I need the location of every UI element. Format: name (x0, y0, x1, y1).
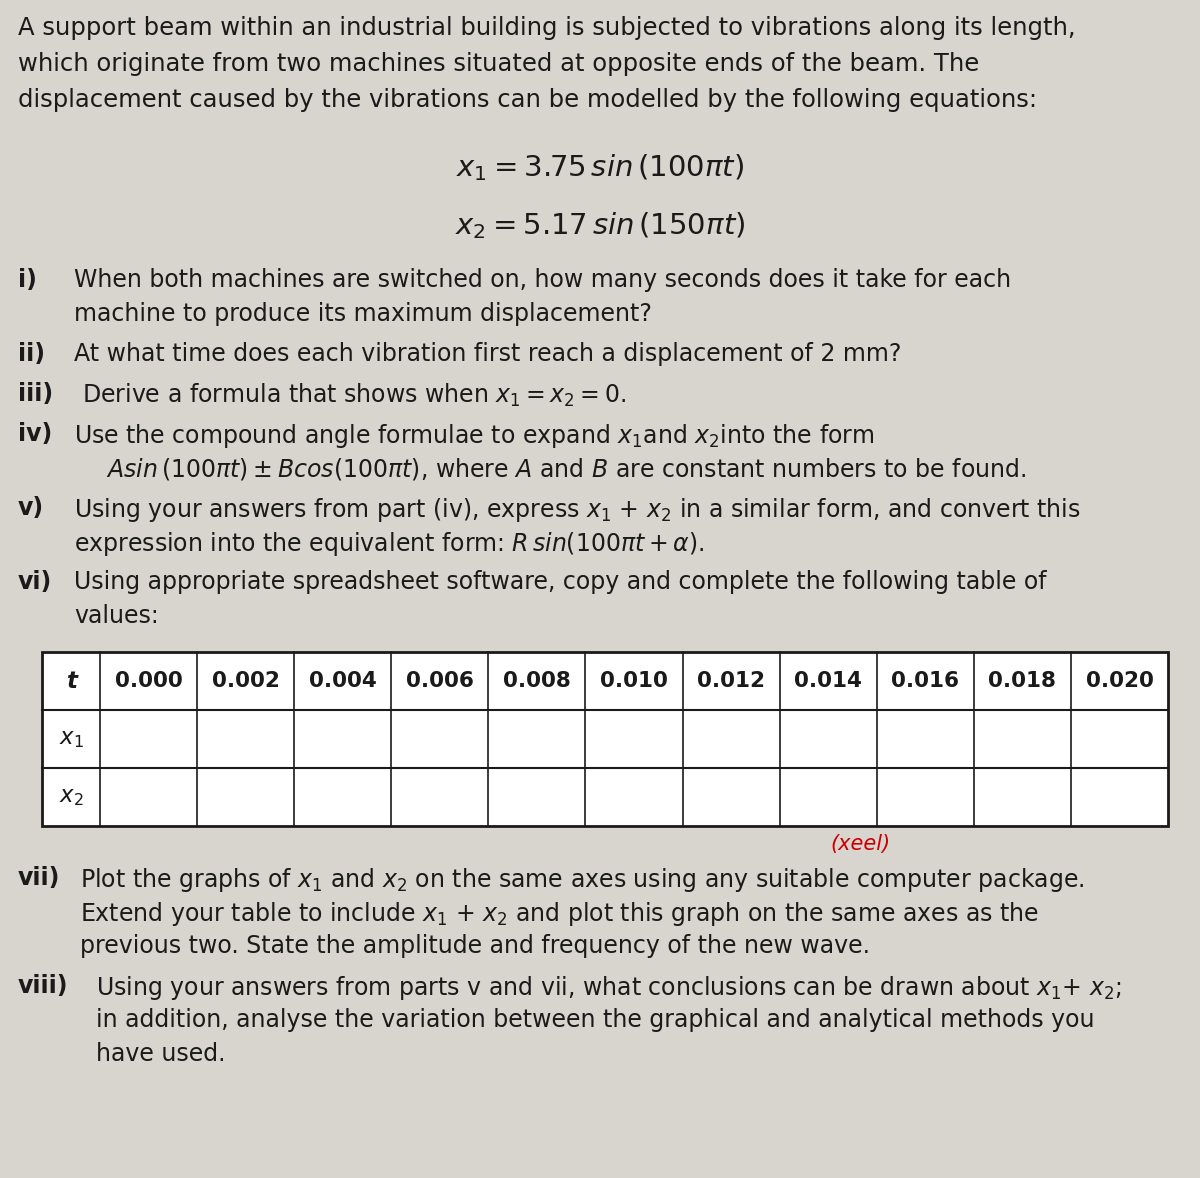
Text: (xeel): (xeel) (830, 834, 890, 854)
Text: $x_2 = 5.17\,sin\,(150\pi t)$: $x_2 = 5.17\,sin\,(150\pi t)$ (455, 210, 745, 240)
Text: A support beam within an industrial building is subjected to vibrations along it: A support beam within an industrial buil… (18, 16, 1075, 40)
Text: Using your answers from part (iv), express $x_1$ + $x_2$ in a similar form, and : Using your answers from part (iv), expre… (74, 496, 1081, 524)
Text: t: t (66, 669, 77, 693)
Text: 0.008: 0.008 (503, 671, 571, 691)
Text: 0.018: 0.018 (989, 671, 1056, 691)
Text: expression into the equivalent form: $R\,sin(100\pi t + \alpha)$.: expression into the equivalent form: $R\… (74, 530, 704, 558)
Text: Using your answers from parts v and vii, what conclusions can be drawn about $x_: Using your answers from parts v and vii,… (96, 974, 1121, 1002)
Text: in addition, analyse the variation between the graphical and analytical methods : in addition, analyse the variation betwe… (96, 1008, 1094, 1032)
Text: have used.: have used. (96, 1043, 226, 1066)
Text: which originate from two machines situated at opposite ends of the beam. The: which originate from two machines situat… (18, 52, 979, 77)
Text: iii): iii) (18, 382, 53, 406)
Text: $x_1 = 3.75\,sin\,(100\pi t)$: $x_1 = 3.75\,sin\,(100\pi t)$ (456, 152, 744, 183)
Text: displacement caused by the vibrations can be modelled by the following equations: displacement caused by the vibrations ca… (18, 88, 1037, 112)
Text: viii): viii) (18, 974, 68, 998)
Bar (42, 651, 1168, 826)
Text: ii): ii) (18, 342, 46, 366)
Text: previous two. State the amplitude and frequency of the new wave.: previous two. State the amplitude and fr… (80, 934, 870, 958)
Text: vi): vi) (18, 570, 53, 594)
Text: 0.012: 0.012 (697, 671, 766, 691)
Text: $x_1$: $x_1$ (59, 728, 84, 750)
Text: When both machines are switched on, how many seconds does it take for each: When both machines are switched on, how … (74, 269, 1012, 292)
Text: vii): vii) (18, 866, 60, 891)
Text: 0.006: 0.006 (406, 671, 474, 691)
Text: Use the compound angle formulae to expand $x_1$and $x_2$into the form: Use the compound angle formulae to expan… (74, 422, 875, 450)
Text: Plot the graphs of $x_1$ and $x_2$ on the same axes using any suitable computer : Plot the graphs of $x_1$ and $x_2$ on th… (80, 866, 1085, 894)
Text: 0.002: 0.002 (211, 671, 280, 691)
Text: 0.016: 0.016 (892, 671, 959, 691)
Text: 0.010: 0.010 (600, 671, 668, 691)
Text: 0.004: 0.004 (308, 671, 377, 691)
Text: Extend your table to include $x_1$ + $x_2$ and plot this graph on the same axes : Extend your table to include $x_1$ + $x_… (80, 900, 1039, 928)
Text: Using appropriate spreadsheet software, copy and complete the following table of: Using appropriate spreadsheet software, … (74, 570, 1048, 594)
Text: 0.020: 0.020 (1086, 671, 1153, 691)
Text: i): i) (18, 269, 37, 292)
Text: At what time does each vibration first reach a displacement of 2 mm?: At what time does each vibration first r… (74, 342, 901, 366)
Text: 0.000: 0.000 (115, 671, 182, 691)
Text: 0.014: 0.014 (794, 671, 862, 691)
Text: $Asin\,(100\pi t)\pm Bcos(100\pi t)$, where $A$ and $B$ are constant numbers to : $Asin\,(100\pi t)\pm Bcos(100\pi t)$, wh… (106, 456, 1026, 482)
Text: iv): iv) (18, 422, 53, 446)
Text: Derive a formula that shows when $x_1 = x_2 = 0.$: Derive a formula that shows when $x_1 = … (82, 382, 625, 409)
Text: values:: values: (74, 604, 160, 628)
Text: v): v) (18, 496, 44, 519)
Text: $x_2$: $x_2$ (59, 786, 83, 808)
Text: machine to produce its maximum displacement?: machine to produce its maximum displacem… (74, 302, 653, 326)
